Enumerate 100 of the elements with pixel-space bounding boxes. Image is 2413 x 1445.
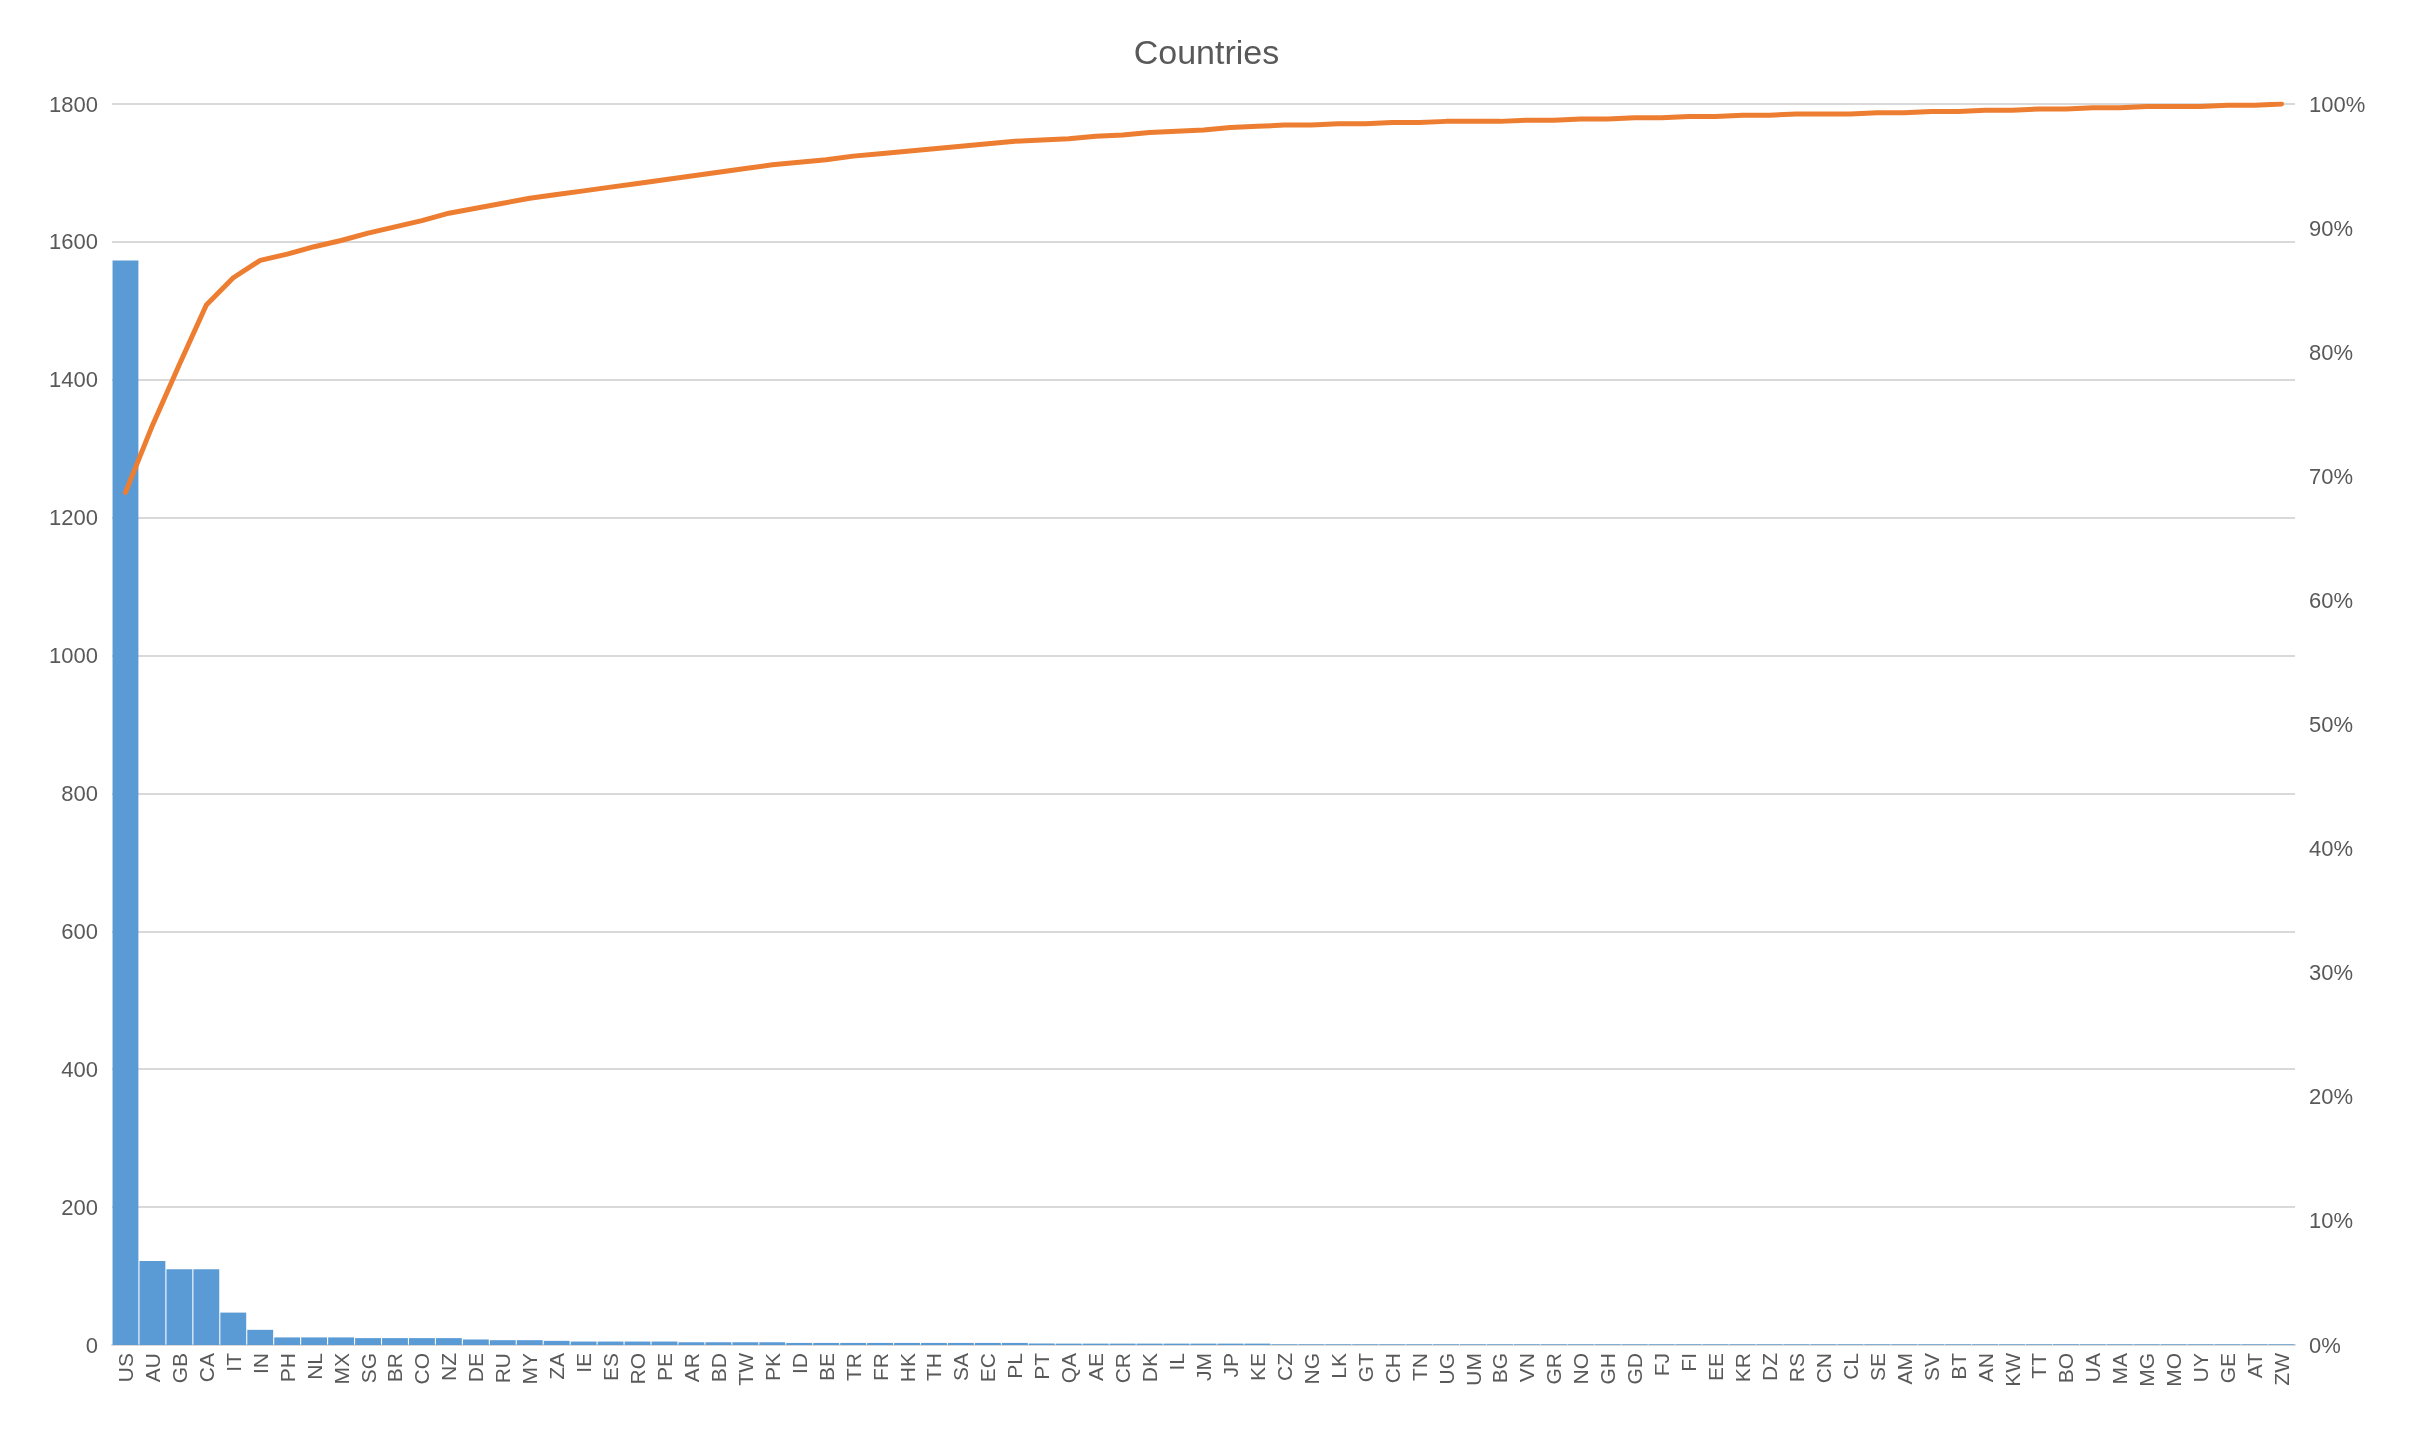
x-tick-label: MG xyxy=(2135,1353,2159,1387)
x-tick-label: CO xyxy=(410,1353,434,1385)
x-tick-label: PL xyxy=(1003,1353,1027,1379)
x-tick-label: HK xyxy=(895,1353,919,1383)
x-tick-label: BD xyxy=(706,1353,730,1383)
x-tick-label: AT xyxy=(2243,1352,2267,1379)
y-tick-label: 0 xyxy=(85,1332,98,1358)
x-tick-label: GB xyxy=(167,1353,191,1384)
x-tick-label: UY xyxy=(2189,1353,2213,1383)
x-tick-label: PK xyxy=(760,1353,784,1382)
y2-tick-label: 20% xyxy=(2309,1084,2354,1110)
y2-tick-label: 30% xyxy=(2309,960,2354,986)
x-tick-label: JM xyxy=(1192,1353,1215,1381)
x-tick-label: SV xyxy=(1919,1353,1943,1382)
x-tick-label: DZ xyxy=(1757,1352,1781,1381)
y-tick-label: 600 xyxy=(61,918,98,944)
x-tick-label: IL xyxy=(1165,1353,1189,1371)
x-tick-label: UG xyxy=(1434,1353,1458,1385)
x-tick-label: TH xyxy=(922,1353,946,1381)
x-tick-label: BT xyxy=(1946,1352,1970,1380)
x-tick-label: TR xyxy=(841,1353,865,1381)
x-tick-label: US xyxy=(113,1353,137,1383)
y-tick-label: 1600 xyxy=(49,229,98,255)
y-tick-label: 800 xyxy=(61,780,98,806)
x-tick-label: PT xyxy=(1030,1352,1054,1380)
x-tick-label: BG xyxy=(1488,1353,1512,1384)
x-tick-label: ID xyxy=(787,1353,811,1374)
x-tick-label: IN xyxy=(248,1353,272,1374)
x-tick-label: ZA xyxy=(545,1353,569,1380)
x-tick-label: UM xyxy=(1461,1353,1485,1386)
x-tick-label: GH xyxy=(1596,1353,1620,1385)
x-tick-label: ZW xyxy=(2270,1352,2294,1386)
x-tick-label: FI xyxy=(1677,1353,1701,1372)
x-tick-label: AE xyxy=(1084,1353,1108,1382)
x-tick-label: GD xyxy=(1623,1353,1647,1385)
x-tick-label: BE xyxy=(814,1353,838,1382)
x-tick-label: SE xyxy=(1865,1353,1889,1382)
y-tick-label: 200 xyxy=(61,1194,98,1220)
y2-tick-label: 0% xyxy=(2309,1332,2341,1358)
x-tick-label: TN xyxy=(1407,1353,1431,1381)
y-tick-label: 1400 xyxy=(49,367,98,393)
x-tick-label: GR xyxy=(1542,1353,1566,1385)
y2-tick-label: 70% xyxy=(2309,463,2354,489)
x-tick-label: PE xyxy=(652,1353,676,1382)
x-tick-label: MO xyxy=(2162,1353,2186,1387)
x-tick-label: FR xyxy=(868,1353,892,1381)
x-tick-label: KR xyxy=(1731,1353,1755,1383)
x-tick-label: BO xyxy=(2054,1353,2078,1384)
x-tick-label: TT xyxy=(2027,1352,2051,1379)
y-tick-label: 1000 xyxy=(49,643,98,669)
x-tick-label: RO xyxy=(626,1353,650,1385)
x-tick-label: AM xyxy=(1892,1353,1916,1385)
x-tick-label: CA xyxy=(194,1353,218,1383)
x-tick-label: AR xyxy=(679,1353,703,1383)
x-tick-label: MY xyxy=(518,1353,542,1385)
x-tick-label: AN xyxy=(1973,1353,1997,1383)
x-tick-label: CN xyxy=(1811,1353,1835,1384)
y2-tick-label: 60% xyxy=(2309,587,2354,613)
x-tick-label: DE xyxy=(464,1353,488,1383)
y2-tick-label: 10% xyxy=(2309,1208,2354,1234)
x-tick-label: GE xyxy=(2216,1353,2240,1384)
x-tick-label: VN xyxy=(1515,1353,1539,1383)
x-tick-label: KE xyxy=(1245,1353,1269,1382)
x-tick-label: EC xyxy=(976,1353,1000,1383)
y-tick-label: 1800 xyxy=(49,91,98,117)
x-tick-label: CZ xyxy=(1272,1352,1296,1381)
x-tick-label: UA xyxy=(2081,1353,2105,1383)
x-tick-label: ES xyxy=(599,1353,623,1382)
x-tick-label: NZ xyxy=(437,1352,461,1381)
x-tick-label: TW xyxy=(733,1352,757,1386)
x-tick-label: CH xyxy=(1380,1353,1404,1384)
y2-tick-label: 50% xyxy=(2309,712,2354,737)
x-tick-label: CL xyxy=(1838,1353,1862,1380)
y2-tick-label: 40% xyxy=(2309,836,2354,862)
x-tick-label: GT xyxy=(1353,1352,1377,1383)
y-tick-label: 1200 xyxy=(49,505,98,531)
x-tick-label: NO xyxy=(1569,1353,1593,1385)
y-tick-label: 400 xyxy=(61,1056,98,1082)
x-tick-label: JP xyxy=(1218,1353,1242,1378)
x-tick-label: IT xyxy=(221,1352,245,1372)
x-tick-label: RS xyxy=(1784,1353,1808,1383)
x-tick-label: SG xyxy=(356,1353,380,1384)
x-tick-label: EE xyxy=(1704,1353,1728,1382)
x-tick-label: BR xyxy=(383,1353,407,1383)
x-tick-label: MA xyxy=(2108,1353,2132,1385)
x-tick-label: FJ xyxy=(1650,1353,1674,1377)
x-tick-label: RU xyxy=(491,1353,515,1384)
x-tick-label: NL xyxy=(302,1353,326,1380)
x-tick-label: IE xyxy=(572,1353,596,1373)
x-tick-label: LK xyxy=(1326,1353,1350,1379)
y2-tick-label: 80% xyxy=(2309,339,2354,365)
x-tick-label: DK xyxy=(1138,1353,1162,1383)
x-tick-label: MX xyxy=(329,1353,353,1385)
x-tick-label: SA xyxy=(949,1353,973,1382)
x-tick-label: KW xyxy=(2000,1352,2024,1387)
chart-title: Countries xyxy=(1133,33,1280,71)
y2-tick-label: 90% xyxy=(2309,215,2354,241)
x-tick-label: CR xyxy=(1111,1353,1135,1384)
x-tick-label: PH xyxy=(275,1353,299,1383)
x-tick-label: AU xyxy=(140,1353,164,1383)
